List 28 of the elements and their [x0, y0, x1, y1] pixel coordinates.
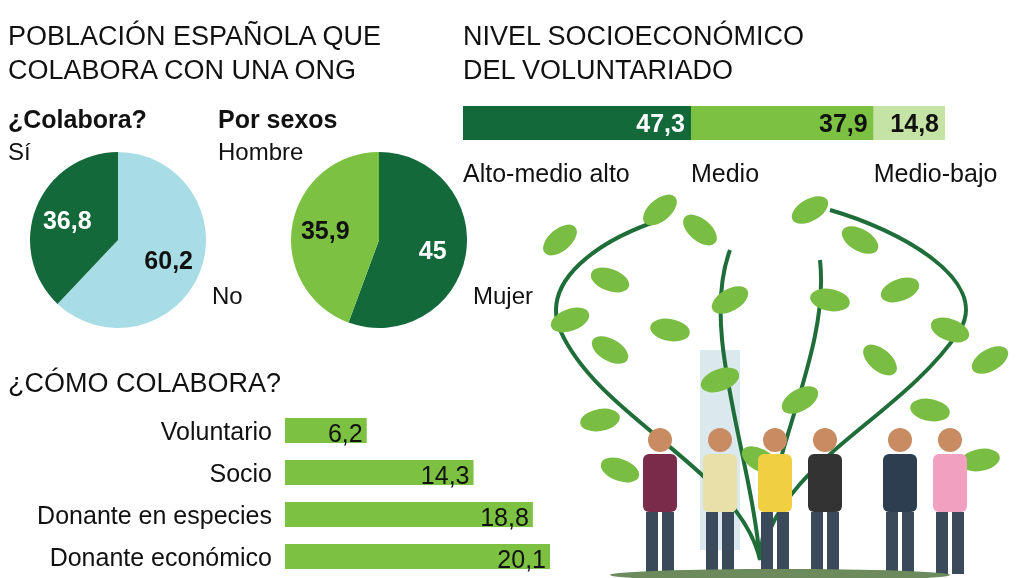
slice-label: No — [212, 282, 243, 309]
y-tick-label: Donante en especies — [37, 500, 272, 529]
series-label: Alto-medio alto — [463, 159, 630, 187]
data-label: 36,8 — [42, 205, 92, 234]
data-label: 14,3 — [420, 460, 470, 489]
series-label: Medio — [690, 159, 760, 187]
data-label: 47,3 — [636, 109, 685, 137]
chart-subtitle: ¿Colabora? — [8, 105, 147, 133]
slice-label: Sí — [8, 138, 32, 165]
data-label: 60,2 — [144, 246, 194, 275]
chart-title: NIVEL SOCIOECONÓMICO DEL VOLUNTARIADO — [463, 20, 805, 85]
data-label: 35,9 — [300, 216, 350, 245]
y-tick-label: Donante económico — [49, 542, 272, 571]
series-label: Medio-bajo — [873, 159, 998, 187]
y-tick-label: Voluntario — [160, 416, 272, 445]
chart-title: ¿CÓMO COLABORA? — [8, 367, 282, 398]
data-label: 45 — [418, 235, 447, 264]
data-label: 14,8 — [890, 109, 940, 137]
data-label: 18,8 — [480, 502, 529, 531]
data-label: 6,2 — [327, 418, 363, 447]
pie-slice — [30, 152, 118, 304]
chart-subtitle: Por sexos — [218, 105, 338, 133]
slice-label: Mujer — [473, 282, 534, 309]
slice-label: Hombre — [218, 138, 304, 165]
chart-title: POBLACIÓN ESPAÑOLA QUE COLABORA CON UNA ONG — [8, 20, 382, 85]
data-label: 20,1 — [497, 544, 546, 573]
y-tick-label: Socio — [209, 458, 272, 487]
data-label: 37,9 — [818, 109, 868, 137]
